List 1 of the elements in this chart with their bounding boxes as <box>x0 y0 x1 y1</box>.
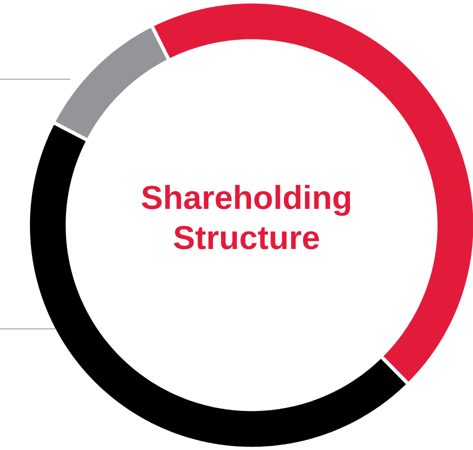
text: Shareholding Structure <box>142 184 350 250</box>
